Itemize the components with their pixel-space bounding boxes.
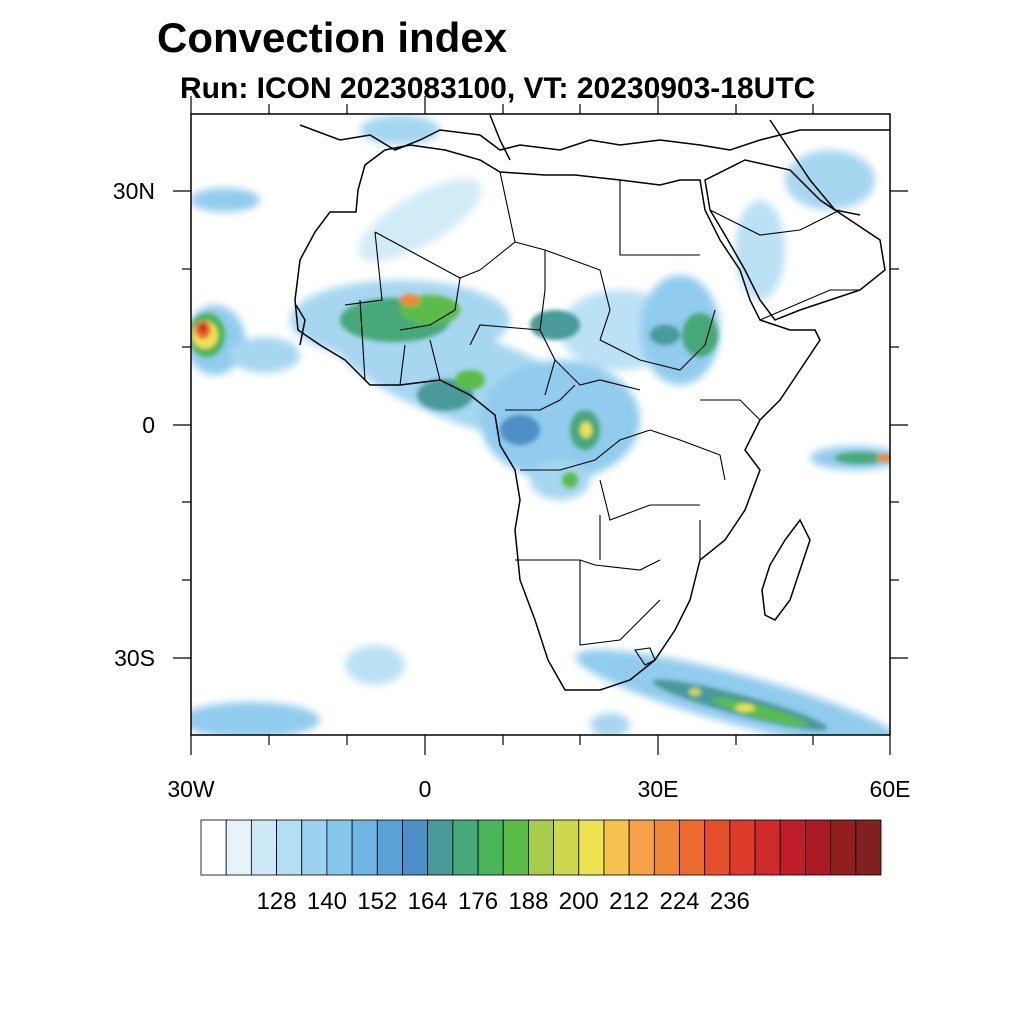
colorbar-swatch <box>200 819 227 876</box>
colorbar-swatch <box>528 819 554 876</box>
colorbar-swatch <box>553 819 580 876</box>
colorbar-swatch <box>402 819 429 876</box>
lat-label-30s: 30S <box>114 645 155 671</box>
colorbar-swatch <box>351 819 378 876</box>
lon-label-30w: 30W <box>167 776 215 802</box>
colorbar-tick-label: 164 <box>407 888 448 915</box>
colorbar-tick-label: 200 <box>558 888 599 915</box>
colorbar-swatch <box>301 819 328 876</box>
country-borders <box>344 171 860 666</box>
colorbar-swatch <box>326 819 353 876</box>
lon-label-60e: 60E <box>869 776 911 802</box>
axis-ticks <box>173 96 908 755</box>
colorbar-swatch <box>679 819 706 876</box>
colorbar-tick-label: 128 <box>256 888 297 915</box>
colorbar-swatch <box>250 819 277 876</box>
lon-label-0: 0 <box>418 776 432 802</box>
colorbar-swatch <box>578 819 605 876</box>
convection-field <box>191 115 890 735</box>
colorbar-swatch <box>225 819 252 876</box>
colorbar-swatch <box>653 819 680 876</box>
colorbar-swatch <box>376 819 403 876</box>
colorbar-tick-label: 152 <box>357 888 398 915</box>
lat-label-0: 0 <box>142 412 155 438</box>
colorbar-tick-label: 140 <box>306 888 347 915</box>
colorbar-swatch <box>452 819 479 876</box>
colorbar-swatch <box>704 819 731 876</box>
chart-subtitle: Run: ICON 2023083100, VT: 20230903-18UTC <box>180 72 816 105</box>
colorbar-swatch <box>603 819 630 876</box>
colorbar-swatch <box>779 819 806 876</box>
chart-title: Convection index <box>157 14 508 61</box>
colorbar-swatch <box>427 819 454 876</box>
coastlines <box>294 114 890 691</box>
colorbar-swatch <box>477 819 504 876</box>
colorbar-tick-label: 236 <box>709 888 750 915</box>
colorbar-swatch <box>805 819 832 876</box>
lon-label-30e: 30E <box>637 776 679 802</box>
colorbar-swatch <box>830 819 857 876</box>
colorbar-swatch <box>754 819 781 876</box>
colorbar-tick-label: 212 <box>609 888 650 915</box>
colorbar-tick-label: 188 <box>508 888 549 915</box>
colorbar-swatch <box>855 819 882 876</box>
colorbar-tick-label: 224 <box>659 888 700 915</box>
lat-label-30n: 30N <box>112 178 155 204</box>
colorbar-tick-label: 176 <box>458 888 499 915</box>
colorbar <box>200 819 882 876</box>
colorbar-swatch <box>502 819 529 876</box>
colorbar-swatch <box>729 819 756 876</box>
colorbar-swatch <box>276 819 303 876</box>
colorbar-swatch <box>628 819 655 876</box>
